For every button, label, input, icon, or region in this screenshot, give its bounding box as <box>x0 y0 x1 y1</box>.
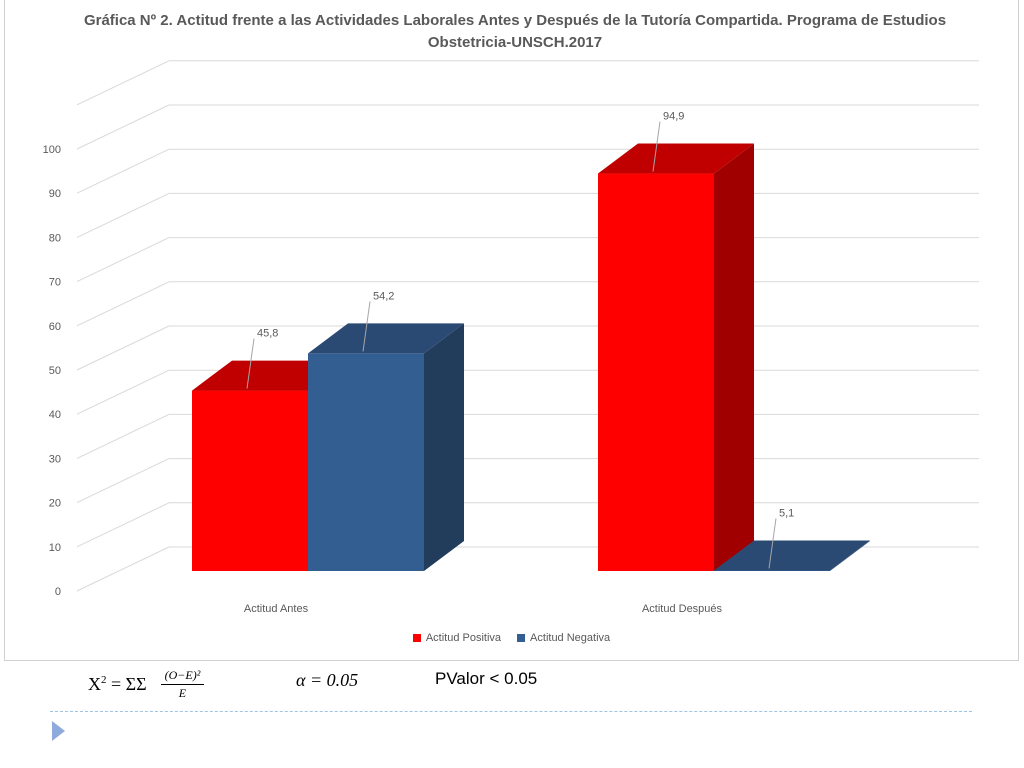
chart-legend: Actitud Positiva Actitud Negativa <box>5 632 1018 644</box>
chi-square-formula: X2 = ΣΣ (O−E)² E <box>88 668 205 701</box>
y-tick-label: 10 <box>49 542 61 554</box>
legend-label-positiva: Actitud Positiva <box>425 632 502 644</box>
bar-chart: 0 10 20 30 40 50 60 70 80 90 100 45,8 94,9 54,2 5,1 Act… <box>43 60 979 615</box>
gridline-side <box>76 458 170 504</box>
data-label: 5,1 <box>779 507 794 519</box>
data-label: 94,9 <box>663 111 684 123</box>
gridline-side <box>76 281 170 327</box>
legend-item-negativa: Actitud Negativa <box>517 632 610 644</box>
legend-item-positiva: Actitud Positiva <box>412 632 502 644</box>
category-label: Actitud Después <box>642 603 723 615</box>
gridline-side <box>76 237 170 283</box>
gridline-side <box>76 148 170 194</box>
gridline-side <box>76 192 170 238</box>
y-tick-label: 70 <box>49 277 61 289</box>
data-label-leader <box>362 301 371 352</box>
gridline-side <box>76 369 170 415</box>
y-tick-label: 100 <box>43 144 61 156</box>
bar <box>714 570 830 571</box>
y-tick-label: 60 <box>49 321 61 333</box>
p-value-text: PValor < 0.05 <box>435 669 538 688</box>
data-label-leader <box>652 121 661 172</box>
gridline-side <box>76 413 170 459</box>
data-label: 54,2 <box>373 290 394 302</box>
bar <box>192 390 308 571</box>
gridline-side <box>76 502 170 548</box>
y-tick-label: 0 <box>55 586 61 598</box>
bar-top <box>598 143 754 174</box>
bar-side <box>714 143 754 572</box>
dashed-divider <box>50 711 972 712</box>
gridline-side <box>76 104 170 150</box>
legend-swatch-negativa <box>517 634 526 642</box>
chart-frame: 0 10 20 30 40 50 60 70 80 90 100 45,8 94,9 54,2 5,1 Act… <box>4 0 1019 661</box>
bar <box>308 353 424 571</box>
chi-fraction: (O−E)² E <box>160 668 205 701</box>
data-label: 45,8 <box>257 328 278 340</box>
bar-side <box>424 323 464 571</box>
y-tick-label: 80 <box>49 232 61 244</box>
y-tick-label: 40 <box>49 409 61 421</box>
y-tick-label: 50 <box>49 365 61 377</box>
gridline-side <box>76 60 170 106</box>
bar-top <box>714 540 870 571</box>
legend-swatch-positiva <box>412 634 421 642</box>
gridline-side <box>76 546 170 592</box>
bar <box>598 173 714 572</box>
y-tick-label: 30 <box>49 453 61 465</box>
legend-label-negativa: Actitud Negativa <box>530 632 611 644</box>
fraction-numerator: (O−E)² <box>160 668 205 685</box>
y-tick-label: 20 <box>49 498 61 510</box>
fraction-denominator: E <box>178 686 187 700</box>
bar-top <box>308 323 464 354</box>
gridline-side <box>76 325 170 371</box>
chart-title: Gráfica Nº 2. Actitud frente a las Activ… <box>83 12 947 51</box>
data-label-leader <box>246 338 255 389</box>
bar-side <box>830 540 870 571</box>
data-label-leader <box>768 518 777 569</box>
alpha-formula: α = 0.05 <box>296 670 359 690</box>
y-tick-label: 90 <box>49 188 61 200</box>
chi-symbol: X2 = ΣΣ <box>88 674 147 694</box>
category-label: Actitud Antes <box>244 603 309 615</box>
play-arrow-icon[interactable] <box>52 721 65 741</box>
